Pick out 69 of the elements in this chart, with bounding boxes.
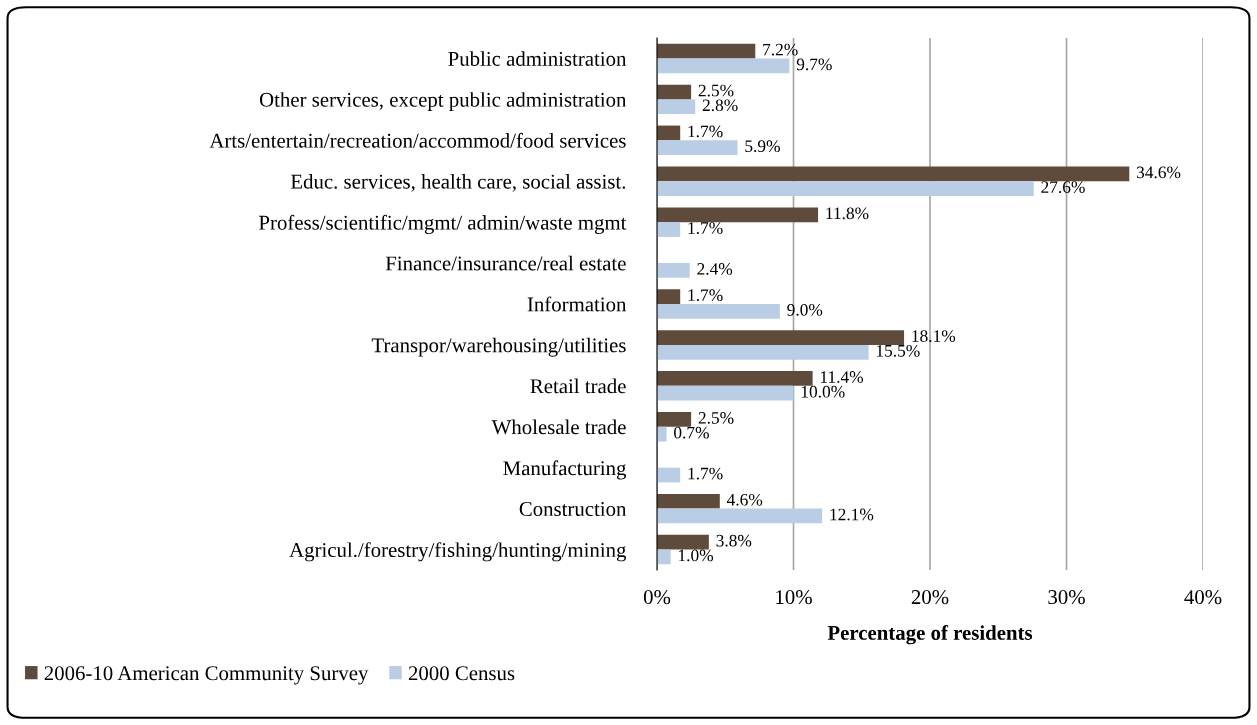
bar — [657, 426, 667, 442]
bar — [657, 263, 690, 278]
y-tick-label: Information — [527, 296, 627, 312]
y-tick-label: Educ. services, health care, social assist. — [290, 174, 626, 192]
bar — [657, 207, 819, 223]
x-tick-label: 10% — [776, 590, 812, 605]
data-label: 1.7% — [688, 289, 723, 302]
legend-label: 2000 Census — [408, 666, 515, 681]
data-label: 3.8% — [716, 534, 752, 547]
x-tick-label: 20% — [911, 590, 949, 605]
data-label: 0.7% — [674, 426, 709, 439]
bar — [657, 99, 696, 115]
x-tick-label: 0% — [643, 590, 671, 605]
y-tick-label: Profess/scientific/mgmt/ admin/waste mgmt — [259, 214, 627, 234]
x-tick-label: 30% — [1048, 590, 1085, 605]
bar — [657, 304, 780, 319]
x-axis-title: Percentage of residents — [827, 625, 1033, 645]
bar — [657, 58, 790, 74]
bar — [657, 222, 681, 237]
bar — [657, 84, 692, 100]
bar — [657, 371, 813, 386]
bar — [657, 493, 720, 509]
bar — [657, 289, 681, 304]
data-label: 4.6% — [726, 493, 763, 506]
y-tick-label: Public administration — [448, 51, 627, 66]
bar — [657, 43, 756, 59]
bar — [657, 140, 738, 156]
y-tick-label: Agricul./forestry/fishing/hunting/mining — [289, 542, 627, 562]
data-label: 9.0% — [787, 304, 823, 316]
bar — [657, 344, 869, 360]
y-tick-label: Construction — [519, 502, 627, 517]
data-label: 2.4% — [697, 263, 733, 275]
data-label: 11.4% — [820, 371, 864, 383]
x-tick-label: 40% — [1184, 590, 1222, 605]
data-label: 9.7% — [796, 58, 832, 71]
legend-label: 2006-10 American Community Survey — [44, 666, 369, 685]
data-label: 1.7% — [688, 222, 723, 234]
data-label: 15.5% — [876, 344, 920, 357]
data-label: 1.7% — [688, 125, 723, 138]
bar — [657, 412, 692, 427]
data-label: 2.8% — [702, 99, 738, 112]
bar — [657, 181, 1034, 196]
data-label: 10.0% — [801, 385, 845, 398]
y-tick-label: Retail trade — [530, 378, 626, 394]
data-label: 5.9% — [745, 140, 780, 153]
bar — [657, 467, 681, 483]
data-label: 2.5% — [698, 84, 734, 97]
data-label: 11.8% — [826, 207, 869, 220]
data-label: 18.1% — [912, 330, 956, 342]
bar — [657, 385, 794, 401]
data-label: 2.5% — [698, 412, 734, 424]
data-label: 27.6% — [1041, 181, 1085, 194]
bar — [657, 125, 681, 141]
data-label: 1.7% — [688, 467, 723, 480]
y-tick-label: Other services, except public administration — [259, 92, 627, 112]
bar — [657, 549, 671, 565]
bar — [657, 166, 1130, 182]
data-label: 12.1% — [830, 508, 874, 521]
data-label: 34.6% — [1136, 166, 1181, 179]
y-tick-label: Finance/insurance/real estate — [385, 255, 626, 271]
bar — [657, 508, 823, 524]
bar — [657, 534, 709, 550]
bar — [657, 330, 905, 345]
y-tick-label: Transpor/warehousing/utilities — [371, 337, 626, 357]
y-tick-label: Wholesale trade — [491, 419, 626, 435]
y-tick-label: Manufacturing — [503, 460, 627, 480]
y-tick-label: Arts/entertain/recreation/accommod/food services — [209, 132, 626, 148]
data-label: 1.0% — [679, 549, 714, 562]
data-label: 7.2% — [763, 43, 798, 56]
